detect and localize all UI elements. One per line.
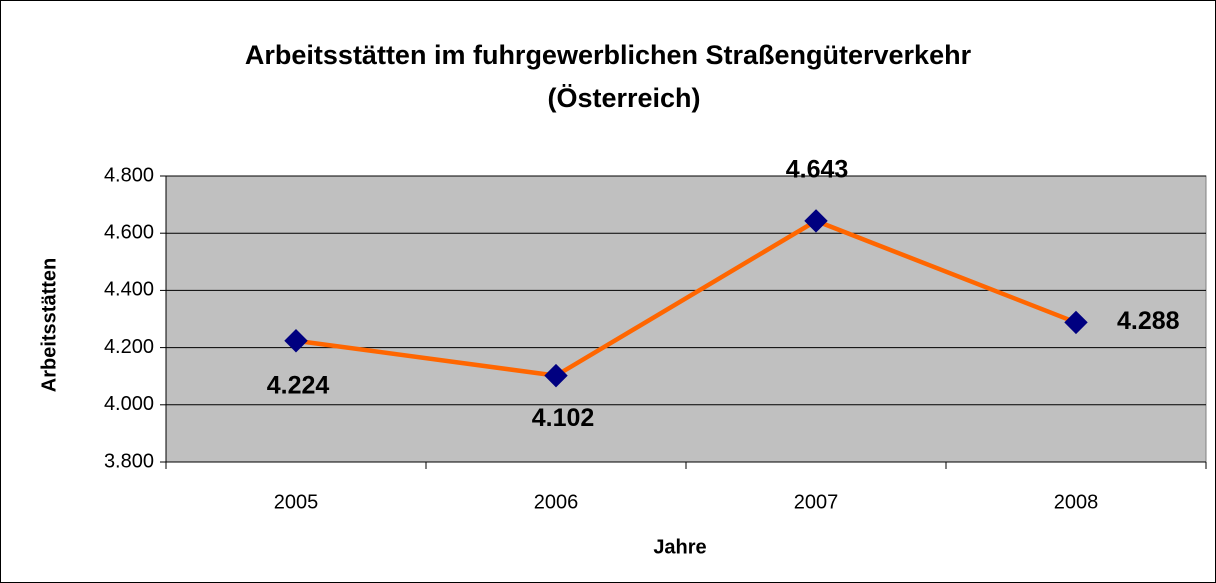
data-label: 4.224 — [267, 371, 330, 399]
y-tick-label: 4.600 — [104, 221, 154, 243]
y-tick-label: 4.000 — [104, 393, 154, 415]
x-tick-label: 2007 — [794, 491, 839, 513]
data-label: 4.288 — [1117, 307, 1180, 335]
y-tick-label: 3.800 — [104, 450, 154, 472]
x-axis-title: Jahre — [653, 536, 706, 558]
x-tick-label: 2008 — [1054, 491, 1099, 513]
chart-title: (Österreich) — [547, 83, 700, 113]
y-tick-label: 4.400 — [104, 279, 154, 301]
line — [295, 218, 1077, 378]
data-label: 4.643 — [786, 156, 849, 184]
chart-title: Arbeitsstätten im fuhrgewerblichen Straß… — [245, 40, 972, 70]
y-tick-label: 4.800 — [104, 164, 154, 186]
marker — [544, 363, 568, 388]
y-axis-title: Arbeitsstätten — [38, 258, 60, 392]
marker — [284, 329, 308, 353]
x-tick-label: 2006 — [534, 491, 579, 513]
marker — [804, 209, 828, 233]
data-label: 4.102 — [532, 404, 595, 432]
y-tick-label: 4.200 — [104, 336, 154, 358]
plot-area — [165, 175, 1207, 463]
marker — [1064, 310, 1088, 335]
x-tick-label: 2005 — [274, 491, 319, 513]
